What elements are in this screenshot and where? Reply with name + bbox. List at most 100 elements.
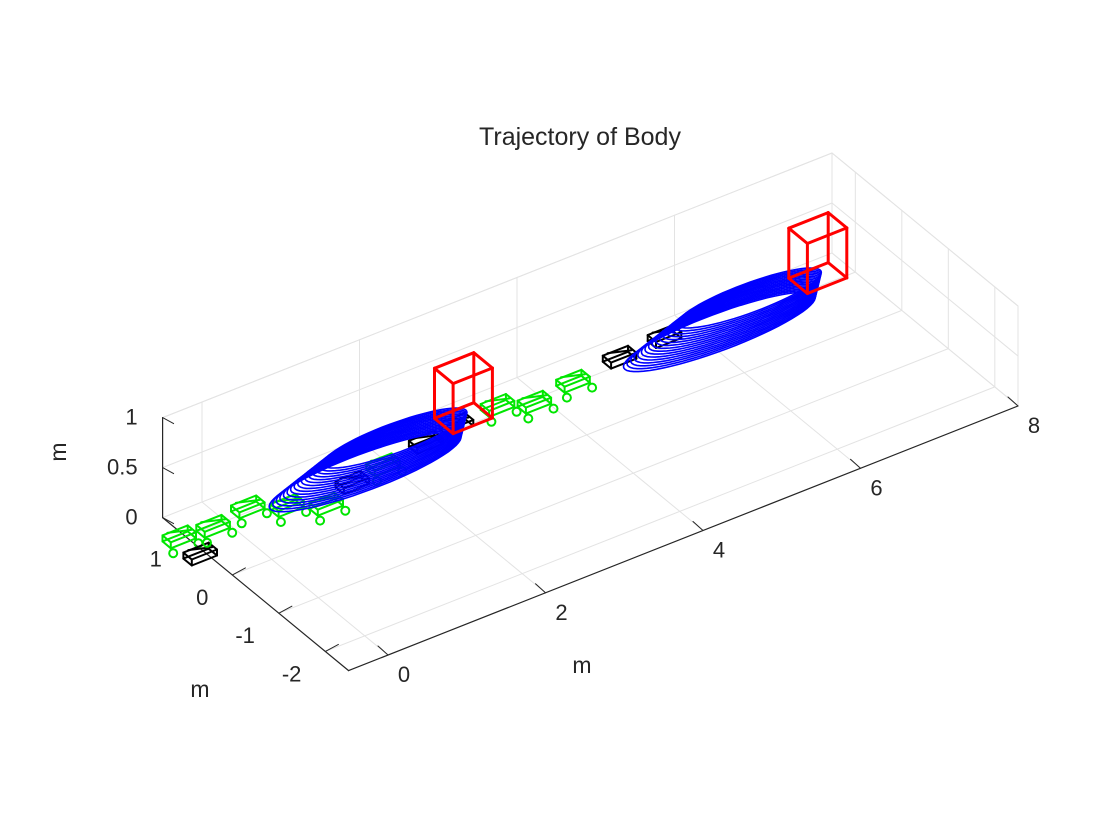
foot-frame-edge xyxy=(182,551,193,561)
foot-frame-edge xyxy=(580,368,591,378)
foot-frame-edge xyxy=(601,360,613,370)
trajectory-ring xyxy=(279,426,463,504)
foot-frame-edge xyxy=(186,524,197,534)
trajectory-ring xyxy=(318,408,468,472)
trajectory-ring xyxy=(314,410,467,475)
x-tick xyxy=(377,645,389,656)
foot-frame-bar xyxy=(200,518,227,524)
foot-frame xyxy=(161,524,204,559)
foot-frame-bar xyxy=(412,434,439,440)
trajectory-ring xyxy=(271,430,463,510)
trajectory-ring xyxy=(275,428,463,507)
foot-marker xyxy=(523,413,534,424)
trajectory-ring xyxy=(654,276,820,347)
trajectory-ring xyxy=(300,417,466,487)
foot-frame xyxy=(555,368,598,403)
foot-marker xyxy=(236,518,247,529)
trajectory-ring xyxy=(662,273,821,341)
x-axis-line xyxy=(348,405,1019,672)
foot-marker xyxy=(561,392,572,403)
grid-line xyxy=(516,377,704,531)
body-box-edge xyxy=(805,276,849,295)
foot-frame xyxy=(182,541,218,567)
z-tick-label: 0 xyxy=(125,505,137,530)
foot-frame-edge xyxy=(238,501,266,514)
trajectory-ring xyxy=(636,285,818,361)
body-box-edge xyxy=(787,226,809,245)
foot-frame xyxy=(516,389,559,424)
foot-frame-edge xyxy=(516,399,527,409)
trajectory-ring xyxy=(289,421,465,495)
foot-frame-edge xyxy=(308,507,319,517)
x-tick-label: 6 xyxy=(870,475,882,500)
trajectory-ring xyxy=(633,286,818,364)
foot-frame-edge xyxy=(182,557,193,567)
foot-frame-bar xyxy=(560,373,586,379)
foot-frame-edge xyxy=(161,524,189,537)
foot-marker xyxy=(202,537,212,548)
foot-marker xyxy=(275,517,286,527)
body-box-edge xyxy=(433,366,455,386)
trajectory-ring xyxy=(282,425,464,501)
trajectory-ring xyxy=(651,278,820,350)
body-box-edge xyxy=(826,261,849,280)
trajectory-ring xyxy=(296,418,465,490)
grid-line xyxy=(831,152,1019,307)
x-tick xyxy=(850,458,861,469)
body-box-edge xyxy=(826,211,849,230)
foot-frame-edge xyxy=(169,531,197,544)
body-box-edge xyxy=(451,416,494,436)
foot-frame-edge xyxy=(220,513,231,523)
foot-frame-bar xyxy=(166,528,193,534)
body-box-edge xyxy=(472,351,494,370)
x-tick-label: 0 xyxy=(398,662,410,687)
trajectory-ring xyxy=(286,423,464,498)
foot-frame-edge xyxy=(555,384,566,394)
foot-frame-edge xyxy=(203,526,231,539)
y-tick xyxy=(231,567,246,576)
chart-title: Trajectory of Body xyxy=(479,123,681,151)
foot-marker xyxy=(315,515,326,526)
foot-frame-edge xyxy=(182,541,210,554)
foot-frame-bar xyxy=(606,349,633,355)
grid-line xyxy=(162,202,833,469)
foot-frame-edge xyxy=(230,494,258,507)
trajectory-ring xyxy=(644,281,819,355)
trajectory-ring xyxy=(672,268,822,332)
body-box-edge xyxy=(787,276,809,295)
foot-frame-bar xyxy=(187,546,214,552)
foot-frame-edge xyxy=(169,537,197,550)
foot-marker xyxy=(340,505,351,516)
foot-frame-edge xyxy=(195,513,223,526)
foot-frame-bar xyxy=(234,498,261,504)
foot-frame-edge xyxy=(255,494,266,504)
foot-frame-edge xyxy=(316,498,344,511)
trajectory-ring xyxy=(304,415,466,484)
z-axis-label: m xyxy=(45,442,71,461)
foot-frame-edge xyxy=(269,503,280,512)
foot-frame-edge xyxy=(238,507,266,520)
grid-line xyxy=(201,501,389,656)
foot-marker xyxy=(261,508,272,519)
foot-frame-edge xyxy=(516,405,527,415)
foot-frame-edge xyxy=(316,504,344,517)
grid-line xyxy=(831,202,1019,357)
trajectory-sweep xyxy=(622,267,823,373)
y-axis-label: m xyxy=(190,676,209,702)
foot-marker xyxy=(227,527,238,538)
foot-frame xyxy=(601,344,638,370)
body-box-edge xyxy=(433,351,476,370)
x-axis-label: m xyxy=(572,652,591,678)
grid-line xyxy=(324,386,996,652)
foot-marker xyxy=(587,382,598,393)
x-tick xyxy=(692,521,704,531)
foot-frame-edge xyxy=(555,378,566,388)
foot-frame-edge xyxy=(230,510,241,520)
trajectory-ring xyxy=(268,431,462,513)
grid-line xyxy=(278,348,949,614)
foot-frame-edge xyxy=(601,354,613,364)
foot-frame-edge xyxy=(555,368,583,381)
trajectory-ring xyxy=(293,420,465,493)
z-tick-label: 0.5 xyxy=(107,455,138,480)
foot-frame-edge xyxy=(541,389,553,399)
